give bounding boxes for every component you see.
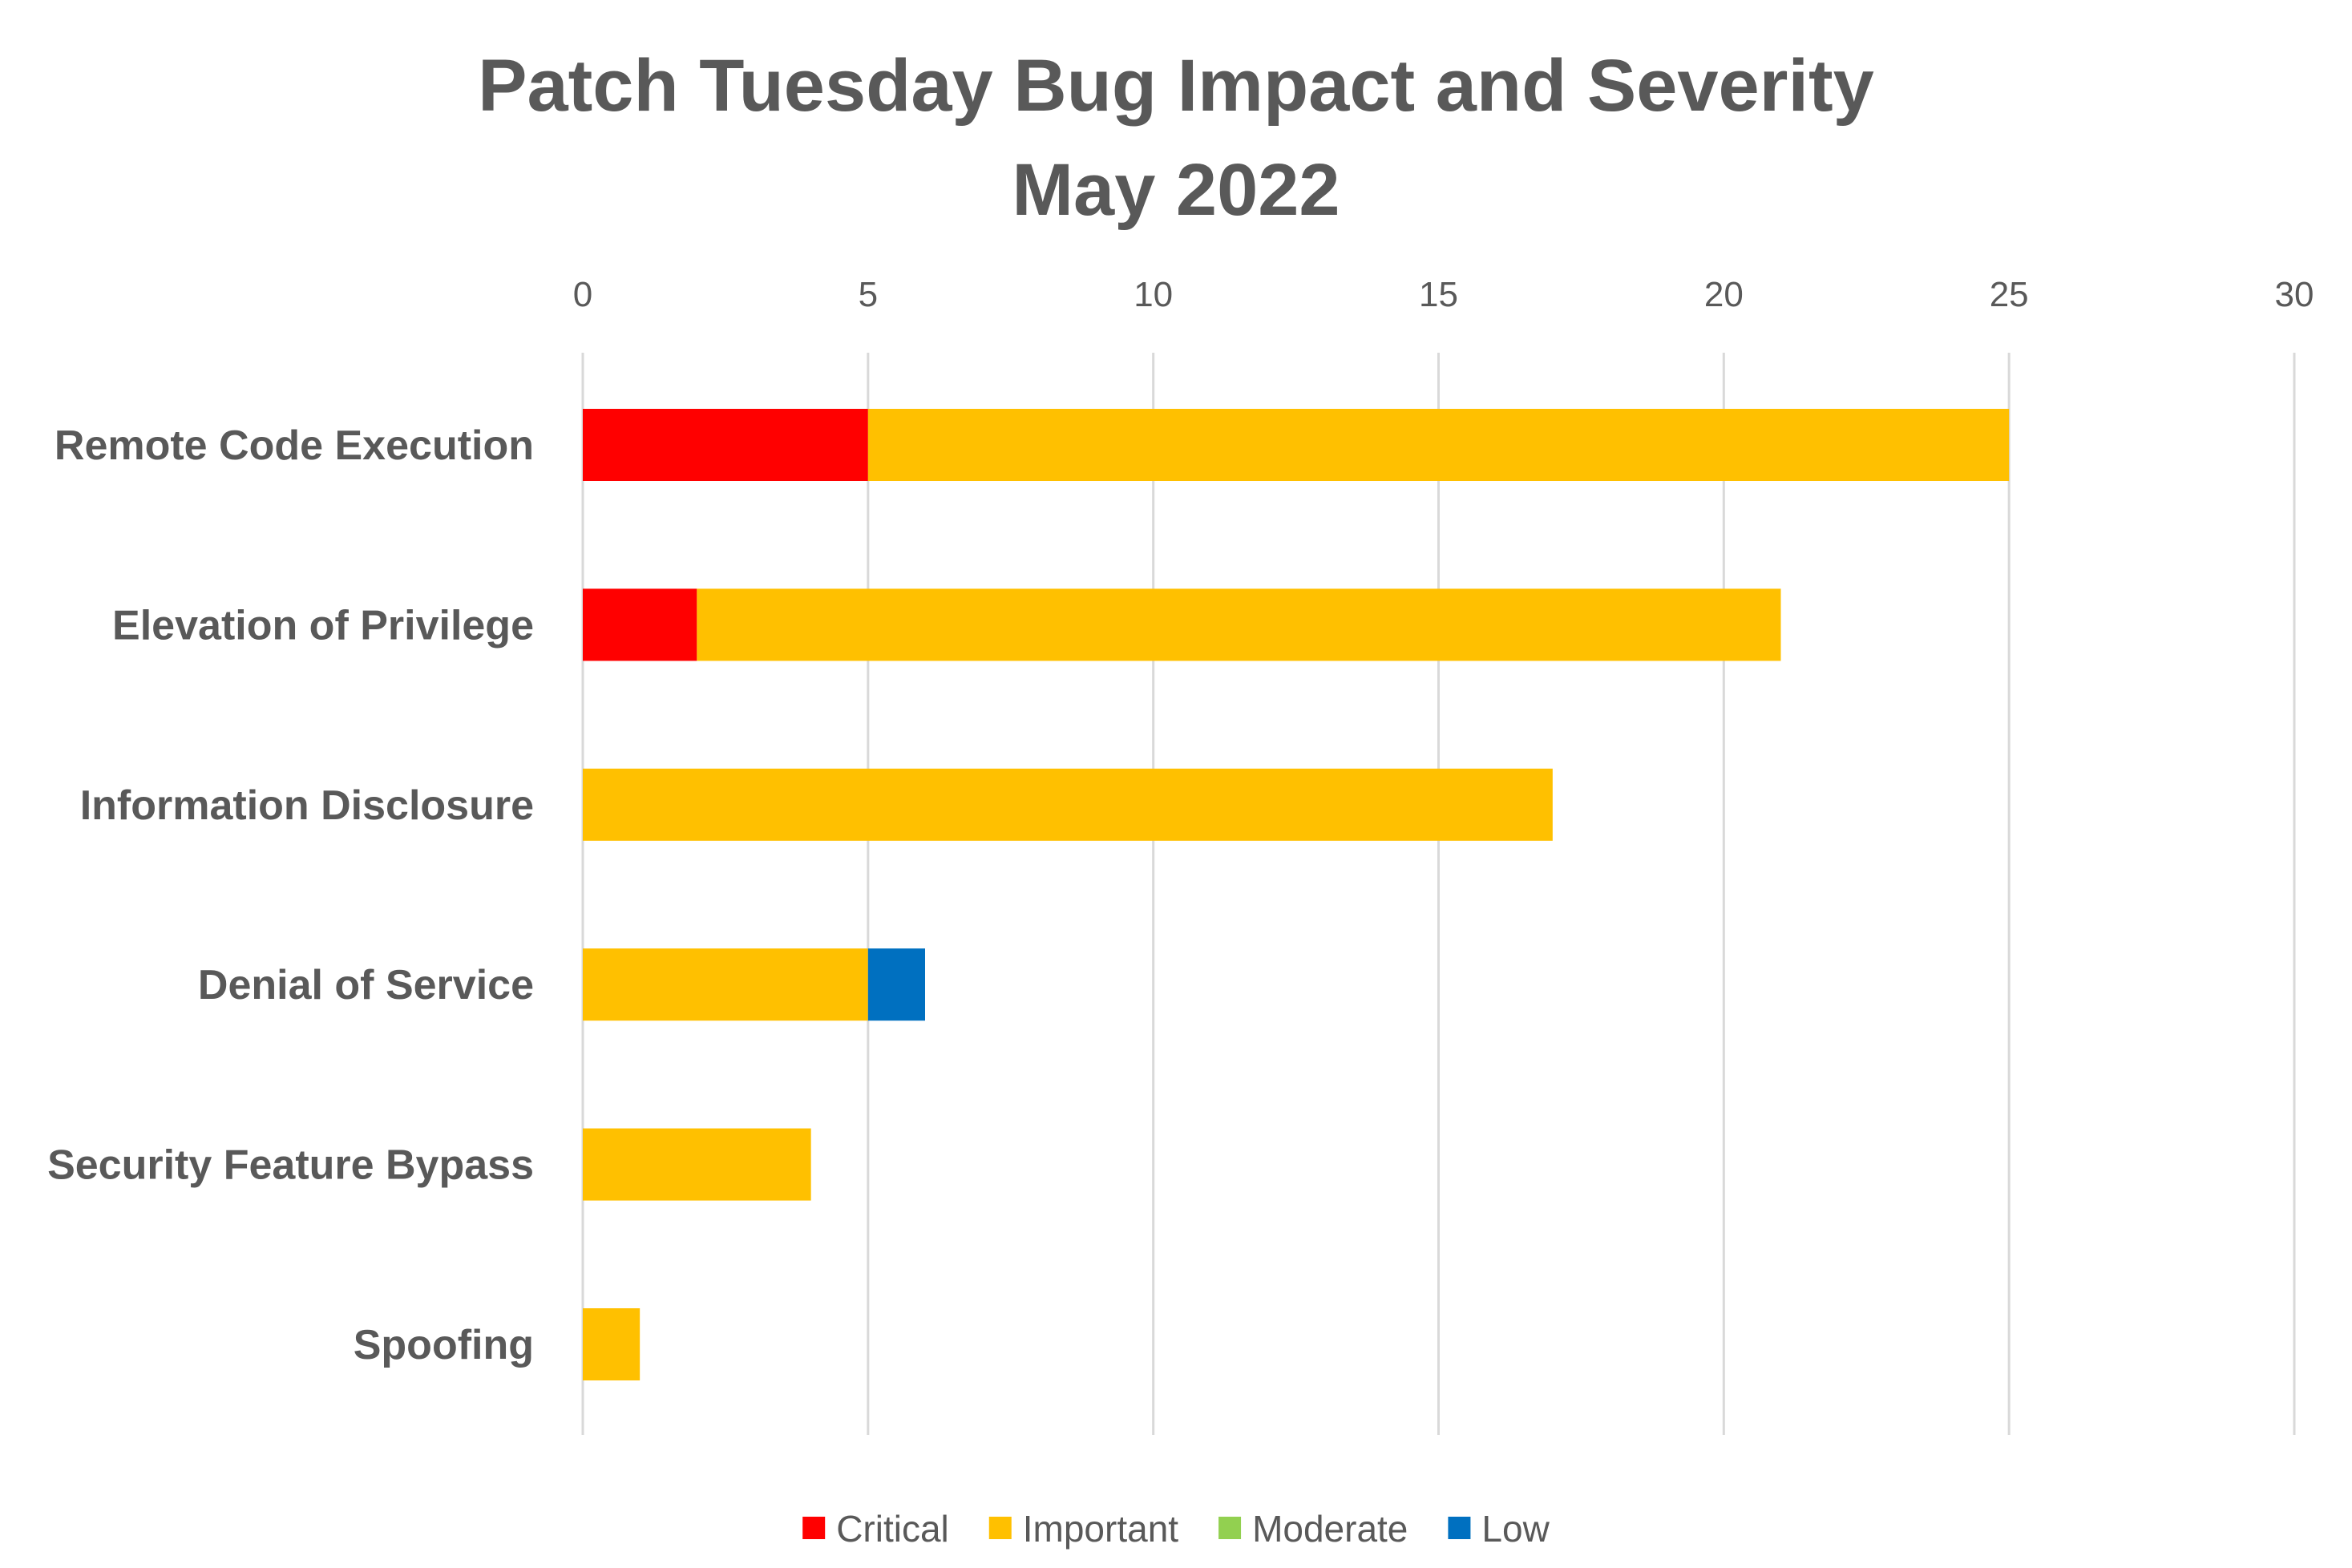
legend-swatch-critical [802, 1517, 826, 1539]
legend-swatch-important [988, 1517, 1012, 1539]
legend-label-critical: Critical [836, 1508, 949, 1550]
legend-label-low: Low [1481, 1508, 1550, 1550]
bars [583, 409, 2010, 1380]
bar-low-3 [867, 948, 925, 1021]
category-label: Security Feature Bypass [47, 1142, 534, 1189]
category-labels: Remote Code Execution Elevation of Privil… [47, 422, 534, 1368]
category-label: Spoofing [354, 1322, 534, 1368]
chart-title-line-1: Patch Tuesday Bug Impact and Severity [478, 45, 1874, 127]
gridlines [581, 353, 2296, 1435]
bar-important-4 [583, 1128, 811, 1201]
x-tick-label: 0 [573, 275, 592, 314]
bar-critical-1 [583, 588, 697, 661]
category-label: Remote Code Execution [55, 422, 534, 469]
x-tick-label: 30 [2275, 275, 2314, 314]
x-tick-label: 10 [1134, 275, 1173, 314]
bar-important-3 [583, 948, 868, 1021]
legend-label-important: Important [1023, 1508, 1179, 1550]
legend-label-moderate: Moderate [1252, 1508, 1408, 1550]
chart-title-line-2: May 2022 [1012, 149, 1340, 231]
x-tick-label: 25 [1990, 275, 2029, 314]
category-label: Information Disclosure [80, 782, 534, 829]
x-tick-label: 15 [1419, 275, 1458, 314]
category-label: Elevation of Privilege [112, 602, 534, 649]
category-label: Denial of Service [198, 962, 534, 1008]
bar-important-5 [583, 1308, 641, 1380]
x-axis-ticks: 0 5 10 15 20 25 30 [573, 275, 2314, 314]
bar-important-1 [697, 588, 1781, 661]
bar-important-0 [867, 409, 2010, 481]
legend-swatch-low [1448, 1517, 1471, 1539]
bar-important-2 [583, 768, 1553, 841]
legend: Critical Important Moderate Low [802, 1508, 1550, 1550]
legend-swatch-moderate [1218, 1517, 1242, 1539]
x-tick-label: 5 [859, 275, 878, 314]
x-tick-label: 20 [1704, 275, 1744, 314]
bar-critical-0 [583, 409, 868, 481]
